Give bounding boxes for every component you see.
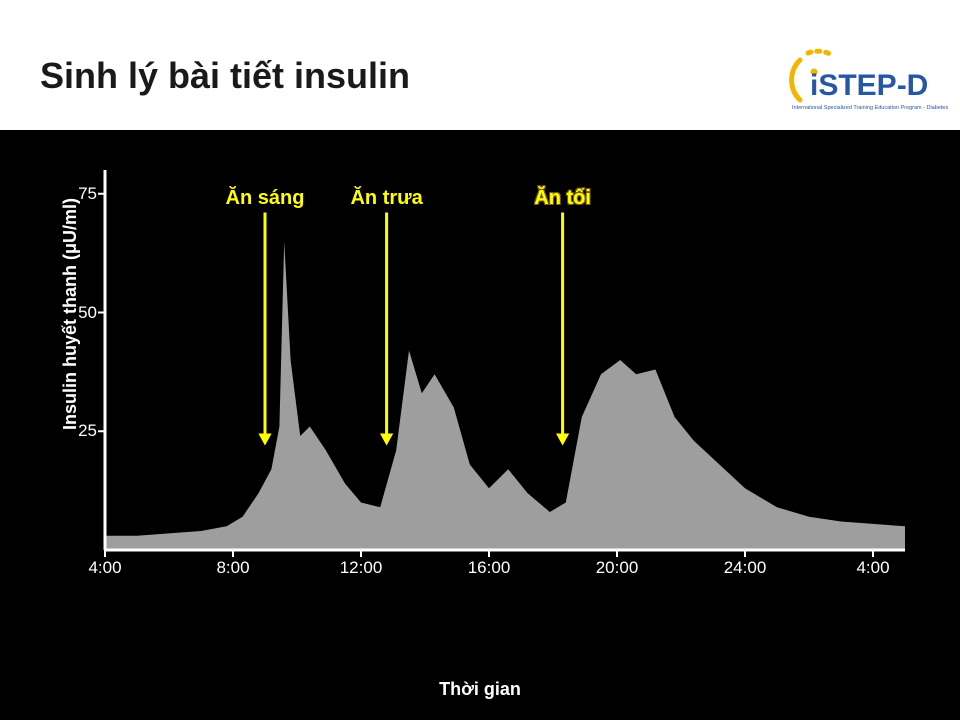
arrow-down-icon xyxy=(258,434,271,446)
chart-container: Insulin huyết thanh (μU/ml) 2550754:008:… xyxy=(0,130,960,720)
y-tick-label: 25 xyxy=(78,421,97,441)
x-tick-label: 16:00 xyxy=(468,558,511,578)
x-tick-label: 12:00 xyxy=(340,558,383,578)
x-tick-label: 8:00 xyxy=(216,558,249,578)
arrow-down-icon xyxy=(556,434,569,446)
meal-annotation-label: Ăn tối xyxy=(534,187,591,210)
arrow-down-icon xyxy=(380,434,393,446)
x-axis-label: Thời gian xyxy=(0,679,960,700)
page-title: Sinh lý bài tiết insulin xyxy=(40,55,410,97)
x-tick-label: 20:00 xyxy=(596,558,639,578)
header-bar: Sinh lý bài tiết insulin iSTEP-D Interna… xyxy=(0,0,960,130)
logo-sub-text: International Specialized Training Educa… xyxy=(792,105,948,111)
insulin-area-chart: 2550754:008:0012:0016:0020:0024:004:00Ăn… xyxy=(105,170,905,610)
x-tick-label: 24:00 xyxy=(724,558,767,578)
y-tick-label: 75 xyxy=(78,184,97,204)
meal-annotation-label: Ăn sáng xyxy=(226,187,305,210)
y-tick-label: 50 xyxy=(78,303,97,323)
istep-d-logo: iSTEP-D International Specialized Traini… xyxy=(780,45,960,125)
x-tick-label: 4:00 xyxy=(88,558,121,578)
logo-main-text: iSTEP-D xyxy=(810,69,928,102)
meal-annotation-label: Ăn trưa xyxy=(350,187,422,210)
x-tick-label: 4:00 xyxy=(856,558,889,578)
